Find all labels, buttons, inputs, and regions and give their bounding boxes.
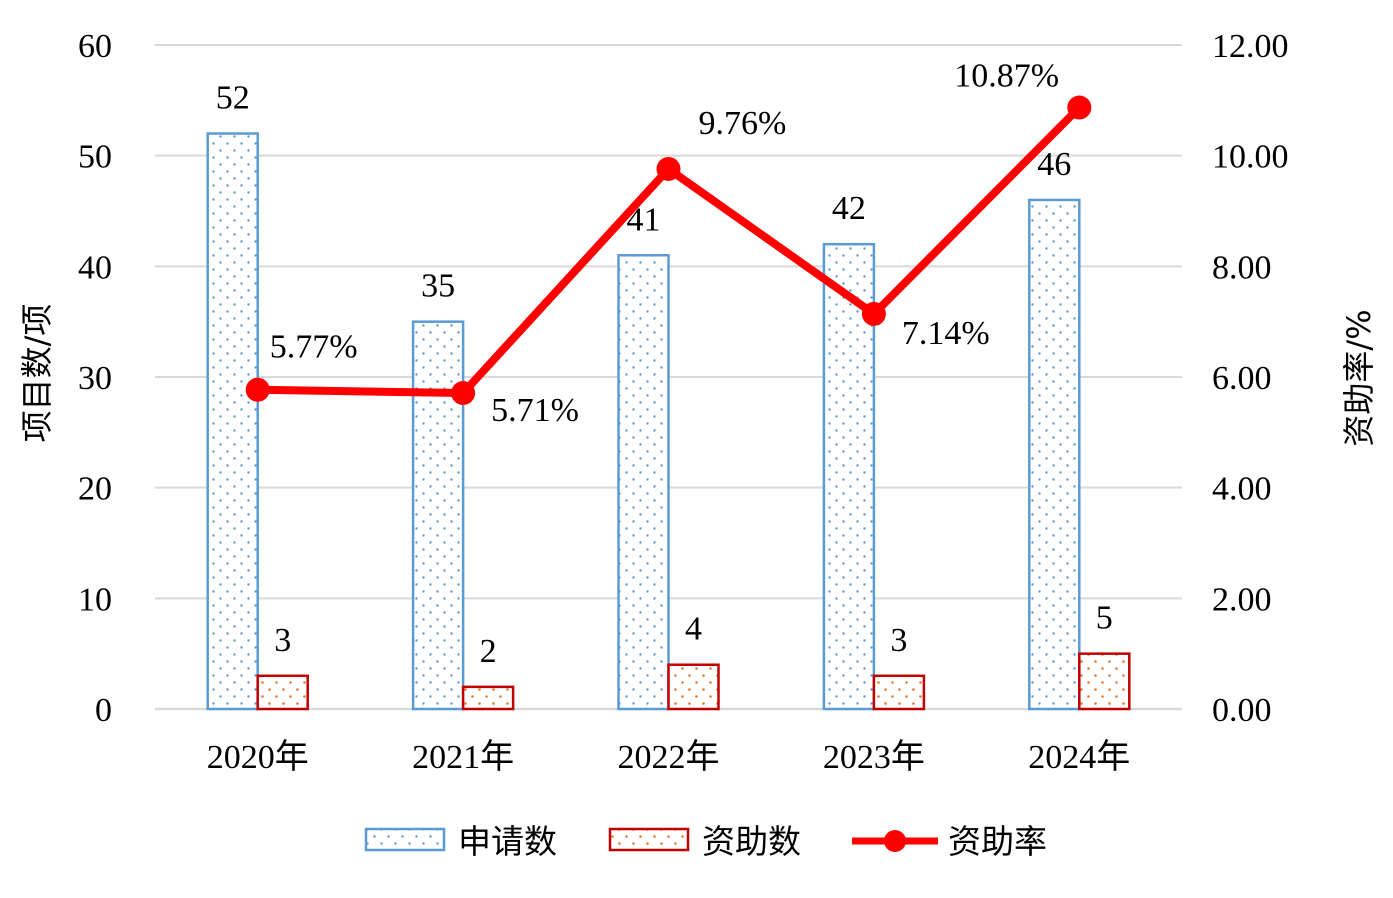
bar-funded [461,685,515,711]
legend-label-applications: 申请数 [458,822,557,861]
label-funded: 5 [1096,600,1113,637]
label-applications: 52 [216,80,250,117]
label-funded: 3 [890,622,907,659]
right-tick-label: 8.00 [1212,249,1272,286]
bar-applications [617,254,670,711]
left-tick-label: 20 [78,471,112,508]
legend: 申请数 资助数 资助率 [364,822,1047,861]
left-axis-title: 项目数/项 [18,304,56,443]
right-tick-label: 10.00 [1212,139,1289,176]
rate-point [656,156,681,181]
label-rate: 5.71% [491,392,579,429]
right-axis-title: 资助率/% [1340,309,1378,446]
bar-applications [411,320,465,711]
label-applications: 35 [421,268,455,305]
category-label: 2024年 [1028,738,1130,776]
bar-applications [206,132,259,711]
label-rate: 5.77% [270,329,358,366]
label-applications: 42 [832,190,866,227]
bar-funded [667,663,720,711]
legend-label-rate: 资助率 [948,822,1047,861]
category-label: 2023年 [823,738,925,776]
legend-swatch-funded [608,827,690,852]
right-tick-label: 2.00 [1212,581,1272,618]
left-tick-label: 60 [78,28,112,65]
rate-point [1067,95,1092,120]
category-label: 2022年 [618,738,720,776]
legend-marker-rate [884,830,906,852]
category-label: 2021年 [412,738,514,776]
label-funded: 4 [685,611,702,648]
left-axis-ticks: 0 10 20 30 40 50 60 [78,28,112,729]
right-tick-label: 6.00 [1212,360,1272,397]
bars [206,132,1131,711]
bar-funded [1078,652,1131,711]
bar-funded [256,674,309,711]
right-tick-label: 12.00 [1212,28,1289,65]
label-funded: 3 [274,622,291,659]
rate-point [245,377,270,402]
left-tick-label: 40 [78,249,112,286]
rate-line [245,95,1092,406]
rate-point [451,381,476,406]
legend-label-funded: 资助数 [702,822,801,861]
right-axis-ticks: 0.00 2.00 4.00 6.00 8.00 10.00 12.00 [1212,28,1289,729]
label-applications: 46 [1037,146,1071,183]
bar-applications [1028,198,1081,711]
label-rate: 10.87% [954,58,1059,95]
category-labels: 2020年 2021年 2022年 2023年 2024年 [207,738,1131,776]
label-applications: 41 [627,201,661,238]
bar-funded [872,674,926,711]
left-tick-label: 30 [78,360,112,397]
left-tick-label: 10 [78,581,112,618]
rate-point [861,301,886,326]
left-tick-label: 0 [95,692,112,729]
right-tick-label: 4.00 [1212,471,1272,508]
left-tick-label: 50 [78,139,112,176]
legend-swatch-applications [364,827,446,852]
category-label: 2020年 [207,738,309,776]
right-tick-label: 0.00 [1212,692,1272,729]
label-rate: 7.14% [902,315,990,352]
label-rate: 9.76% [699,105,787,142]
label-funded: 2 [480,633,497,670]
